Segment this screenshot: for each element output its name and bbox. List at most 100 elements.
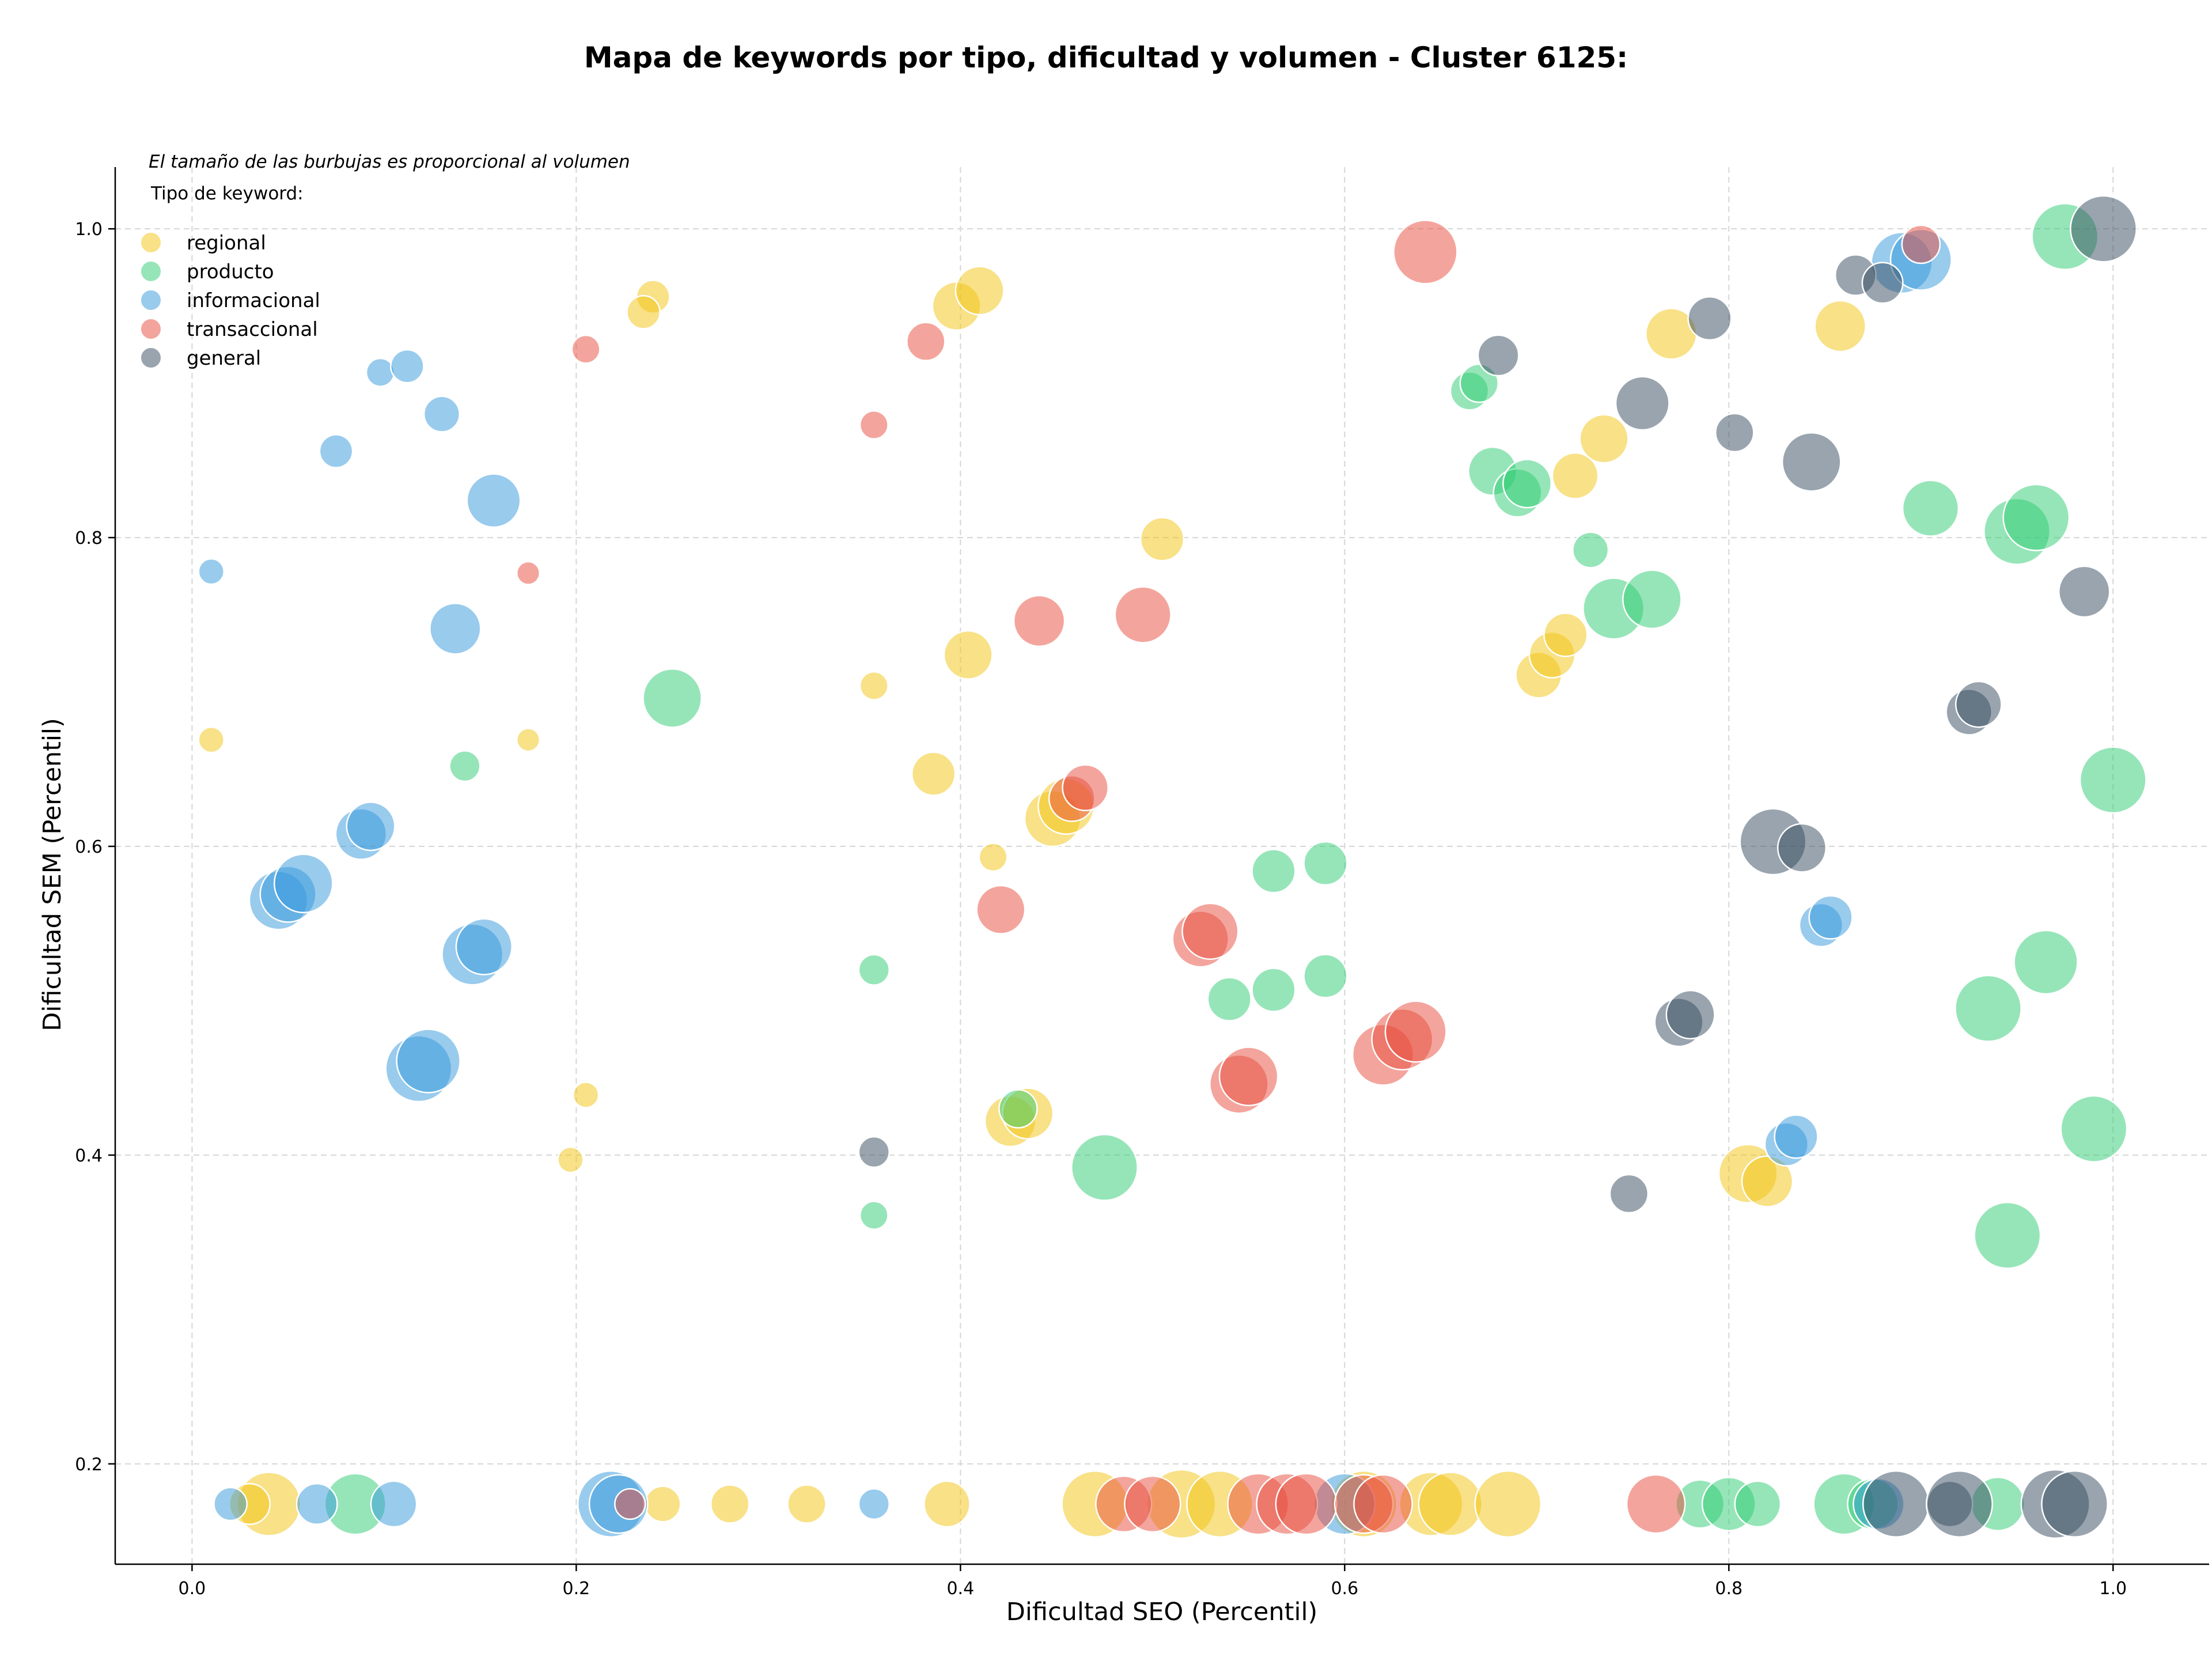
series-general (858, 195, 2138, 1539)
bubble-transaccional (1013, 595, 1066, 648)
bubble-general (858, 1136, 890, 1168)
legend-marker-regional (140, 232, 162, 253)
bubble-regional (626, 295, 661, 330)
bubble-informacional (370, 1480, 418, 1528)
bubble-informacional (1774, 1114, 1819, 1159)
bubble-producto (2079, 746, 2147, 814)
bubble-transaccional (1275, 1473, 1338, 1535)
bubble-informacional (365, 357, 395, 387)
bubbles (198, 195, 2147, 1539)
legend-label-regional: regional (187, 232, 266, 255)
bubble-producto (1303, 954, 1348, 998)
bubble-general (1861, 262, 1904, 304)
x-tick-label: 0.4 (946, 1579, 974, 1599)
bubble-producto (858, 954, 890, 986)
legend-marker-transaccional (140, 318, 162, 340)
bubble-informacional (423, 395, 460, 433)
bubble-regional (1579, 414, 1629, 464)
bubble-informacional (455, 918, 513, 975)
bubble-regional (911, 751, 956, 796)
grid (115, 167, 2209, 1564)
series-informacional (198, 228, 1952, 1538)
x-tick-label: 0.6 (1331, 1579, 1358, 1599)
bubble-producto (998, 1089, 1038, 1129)
bubble-informacional (396, 1028, 461, 1094)
bubble-producto (1251, 849, 1296, 894)
bubble-producto (642, 668, 702, 728)
bubble-producto (1303, 841, 1348, 886)
bubble-transaccional (614, 1488, 646, 1520)
bubble-producto (2013, 929, 2078, 995)
bubble-transaccional (1062, 764, 1109, 812)
bubble-transaccional (906, 321, 946, 362)
bubble-general (1609, 1174, 1649, 1214)
bubble-producto (449, 750, 481, 782)
bubble-general (1862, 1470, 1930, 1538)
bubble-regional (923, 1480, 971, 1528)
bubble-producto (1207, 977, 1252, 1021)
bubble-producto (2060, 1095, 2128, 1163)
y-tick-label: 0.2 (75, 1455, 103, 1475)
bubble-regional (198, 726, 225, 754)
legend-title: Tipo de keyword: (150, 183, 304, 204)
bubble-general (1665, 990, 1715, 1040)
bubble-transaccional (1181, 902, 1239, 960)
bubble-transaccional (1353, 1474, 1413, 1534)
y-tick-label: 0.6 (75, 837, 103, 857)
x-tick-label: 0.8 (1715, 1579, 1743, 1599)
bubble-regional (1139, 517, 1185, 562)
bubble-general (1955, 680, 2002, 728)
bubble-regional (859, 671, 889, 701)
legend-label-transaccional: transaccional (187, 318, 318, 341)
bubble-transaccional (516, 561, 541, 585)
bubble-general (1687, 296, 1732, 341)
bubble-general (1926, 1470, 1993, 1538)
bubble-regional (1814, 300, 1866, 353)
bubble-informacional (213, 1486, 248, 1522)
bubble-regional (943, 630, 993, 680)
bubble-regional (516, 728, 541, 752)
y-tick-label: 0.8 (75, 528, 103, 548)
bubble-transaccional (571, 334, 601, 364)
x-tick-label: 1.0 (2099, 1579, 2127, 1599)
chart-title: Mapa de keywords por tipo, dificultad y … (584, 41, 1628, 74)
bubble-regional (1741, 1155, 1794, 1208)
legend-label-informacional: informacional (187, 289, 320, 312)
bubble-regional (557, 1146, 584, 1174)
bubble-informacional (1808, 895, 1853, 940)
bubble-producto (1622, 569, 1682, 630)
bubble-informacional (429, 602, 482, 655)
bubble-producto (1974, 1201, 2041, 1269)
bubble-transaccional (1114, 586, 1172, 644)
x-tick-label: 0.2 (563, 1579, 590, 1599)
bubble-producto (1251, 967, 1296, 1012)
bubble-regional (787, 1484, 827, 1524)
bubble-producto (1071, 1133, 1138, 1201)
x-axis-title: Dificultad SEO (Percentil) (1006, 1598, 1317, 1626)
bubble-regional (572, 1081, 600, 1108)
bubble-general (1781, 432, 1842, 492)
legend-label-producto: producto (187, 260, 274, 283)
bubble-general (1777, 823, 1827, 873)
legend-marker-producto (140, 260, 162, 282)
bubble-general (1615, 376, 1670, 431)
bubble-transaccional (1393, 220, 1458, 285)
x-tick-label: 0.0 (179, 1579, 206, 1599)
bubble-regional (1551, 452, 1599, 500)
bubble-regional (955, 266, 1005, 316)
bubble-regional (1474, 1470, 1542, 1538)
bubble-regional (1418, 1471, 1483, 1537)
bubble-transaccional (1626, 1474, 1686, 1534)
y-tick-label: 0.4 (75, 1146, 103, 1166)
bubble-transaccional (1901, 224, 1941, 264)
bubble-informacional (466, 473, 521, 528)
bubble-informacional (198, 558, 225, 585)
y-axis-title: Dificultad SEM (Percentil) (38, 718, 67, 1031)
bubble-regional (644, 1485, 681, 1523)
bubble-producto (1572, 531, 1609, 569)
bubble-informacional (390, 349, 425, 384)
bubble-general (2041, 1470, 2109, 1538)
bubble-producto (859, 1200, 889, 1230)
bubble-transaccional (976, 884, 1026, 934)
